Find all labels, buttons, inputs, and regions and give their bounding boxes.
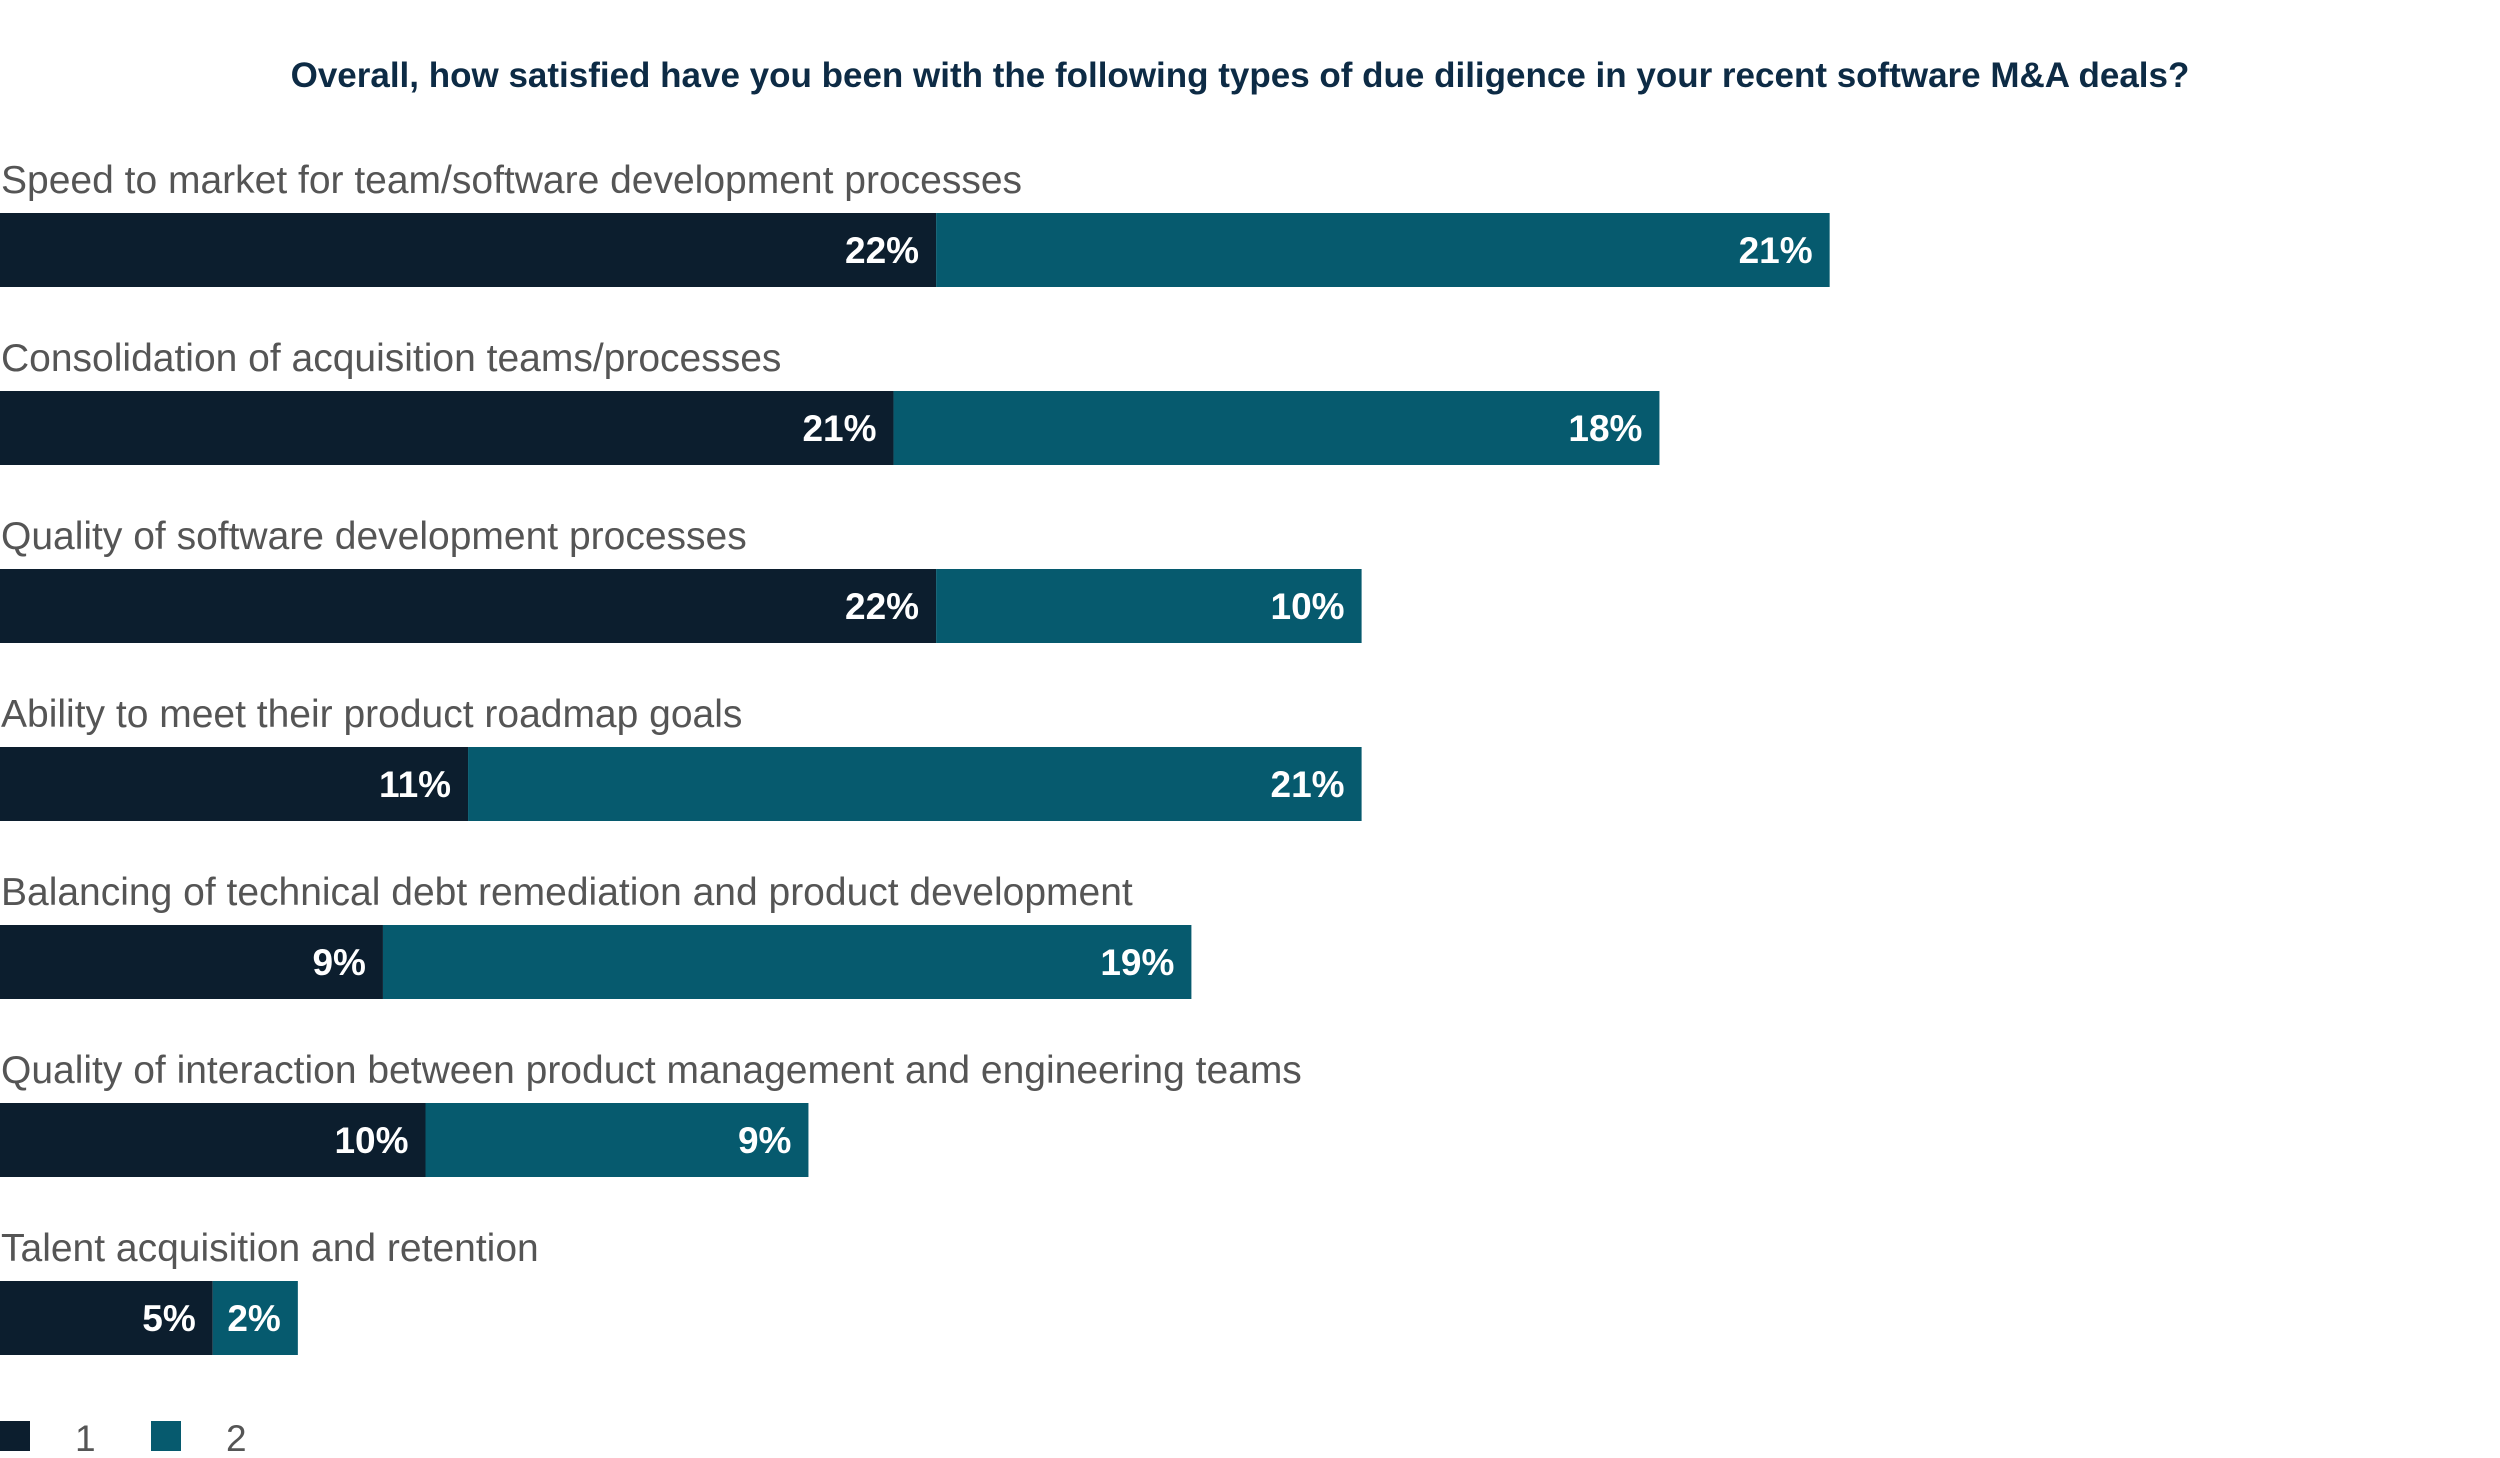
legend-item-series-1: 1 [0,1418,96,1458]
value-label: 18% [1568,408,1642,449]
bar-row: Quality of interaction between product m… [0,1049,1302,1177]
bar-segment-series-1 [0,1103,426,1177]
category-label: Quality of software development processe… [1,515,747,558]
legend-item-series-2: 2 [151,1418,247,1458]
value-label: 2% [227,1298,280,1339]
category-label: Consolidation of acquisition teams/proce… [1,337,781,380]
category-label: Speed to market for team/software develo… [1,159,1022,202]
bar-segment-series-1 [0,747,469,821]
legend-label: 1 [75,1418,96,1458]
legend-swatch [0,1421,30,1451]
chart-title: Overall, how satisfied have you been wit… [291,56,2190,95]
bar-segment-series-2 [468,747,1362,821]
bar-segment-series-2 [893,391,1660,465]
category-label: Quality of interaction between product m… [1,1049,1302,1092]
bar-segment-series-2 [425,1103,809,1177]
value-label: 22% [845,230,919,271]
value-label: 21% [1739,230,1813,271]
value-label: 9% [312,942,365,983]
value-label: 19% [1100,942,1174,983]
bar-segment-series-2 [382,925,1192,999]
bar-row: Speed to market for team/software develo… [0,159,1830,287]
value-label: 21% [1271,764,1345,805]
bar-segment-series-1 [0,925,383,999]
category-label: Ability to meet their product roadmap go… [1,693,742,736]
bar-segment-series-2 [936,213,1830,287]
legend-label: 2 [226,1418,247,1458]
value-label: 10% [1271,586,1345,627]
bar-segment-series-1 [0,391,894,465]
category-label: Talent acquisition and retention [1,1227,539,1270]
category-label: Balancing of technical debt remediation … [1,871,1133,914]
bar-segment-series-1 [0,213,937,287]
bar-row: Talent acquisition and retention 5% 2% [0,1227,539,1355]
bar-row: Ability to meet their product roadmap go… [0,693,1362,821]
value-label: 11% [379,764,451,805]
value-label: 21% [802,408,876,449]
value-label: 22% [845,586,919,627]
bar-segment-series-1 [0,1281,213,1355]
bar-row: Balancing of technical debt remediation … [0,871,1192,999]
bar-row: Quality of software development processe… [0,515,1362,643]
value-label: 10% [334,1120,408,1161]
value-label: 5% [142,1298,195,1339]
bar-segment-series-2 [212,1281,298,1355]
legend-swatch [151,1421,181,1451]
bar-row: Consolidation of acquisition teams/proce… [0,337,1660,465]
value-label: 9% [738,1120,791,1161]
bar-segment-series-1 [0,569,937,643]
bar-segment-series-2 [936,569,1362,643]
bar-groups: Speed to market for team/software develo… [0,159,1830,1355]
